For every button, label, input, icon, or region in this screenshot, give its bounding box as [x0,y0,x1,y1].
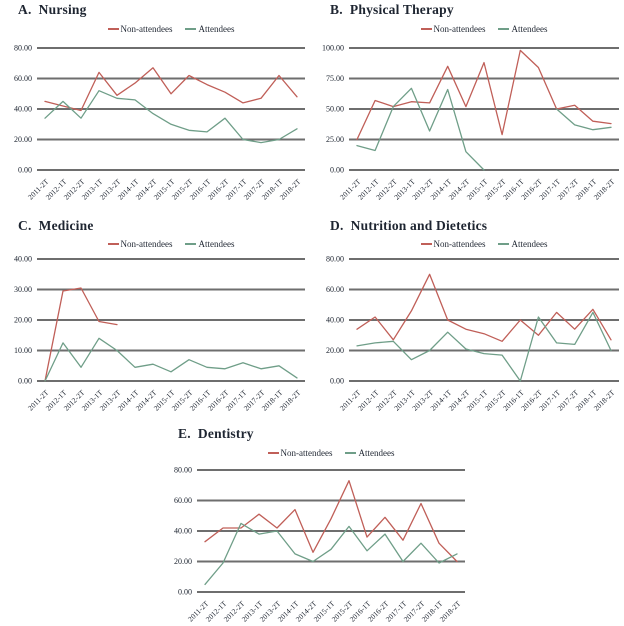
attendees-line [356,87,612,171]
attendees-line [44,90,298,144]
non-attendees-swatch-icon [420,28,432,30]
plot-physical-therapy: 0.0025.0050.0075.00100.002011-2T2012-1T2… [322,44,619,202]
plot-nutrition-dietetics: 0.0020.0040.0060.0080.002011-2T2012-1T20… [326,255,619,413]
y-axis-label: 0.00 [18,377,32,386]
legend-item-non-attendees: Non-attendees [420,239,486,249]
attendees-swatch-icon [185,243,197,245]
legend-item-attendees: Attendees [498,239,547,249]
y-axis-label: 20.00 [174,557,192,566]
non-attendees-line [356,273,612,342]
y-axis-label: 10.00 [14,346,32,355]
legend-label-attendees: Attendees [198,24,235,34]
legend-item-attendees: Attendees [498,24,547,34]
legend-label-non-attendees: Non-attendees [120,24,173,34]
attendees-line [356,311,612,382]
non-attendees-swatch-icon [420,243,432,245]
x-axis-label: 2018-2T [592,388,617,413]
y-axis-label: 80.00 [326,255,344,264]
non-attendees-line [44,67,298,112]
attendees-swatch-icon [498,28,510,30]
x-axis-label: 2018-2T [592,177,617,202]
non-attendees-swatch-icon [107,28,119,30]
non-attendees-swatch-icon [267,452,279,454]
y-axis-label: 40.00 [14,105,32,114]
x-axis-label: 2018-2T [278,177,303,202]
y-axis-label: 0.00 [178,588,192,597]
y-axis-label: 0.00 [330,166,344,175]
legend-dentistry: Non-attendees Attendees [197,448,465,458]
y-axis-label: 60.00 [14,74,32,83]
y-axis-label: 40.00 [14,255,32,264]
legend-medicine: Non-attendees Attendees [37,239,305,249]
y-axis-label: 25.00 [326,135,344,144]
chart-nutrition-dietetics: D. Nutrition and Dietetics Non-attendees… [313,212,624,428]
non-attendees-swatch-icon [107,243,119,245]
non-attendees-line [356,49,612,141]
y-axis-label: 60.00 [326,285,344,294]
chart-title-medicine: C. Medicine [18,218,94,233]
y-axis-label: 40.00 [174,527,192,536]
legend-label-attendees: Attendees [511,24,548,34]
chart-title-dentistry: E. Dentistry [178,426,254,441]
legend-nutrition-dietetics: Non-attendees Attendees [349,239,619,249]
chart-title-nursing: A. Nursing [18,2,87,17]
x-axis-label: 2018-2T [278,388,303,413]
y-axis-label: 80.00 [14,44,32,53]
chart-title-physical-therapy: B. Physical Therapy [330,2,454,17]
legend-item-non-attendees: Non-attendees [420,24,486,34]
legend-label-non-attendees: Non-attendees [433,24,486,34]
y-axis-label: 0.00 [18,166,32,175]
y-axis-label: 60.00 [174,496,192,505]
y-axis-label: 0.00 [330,377,344,386]
legend-physical-therapy: Non-attendees Attendees [349,24,619,34]
y-axis-label: 100.00 [322,44,344,53]
legend-item-non-attendees: Non-attendees [267,448,333,458]
legend-label-attendees: Attendees [358,448,395,458]
chart-medicine: C. Medicine Non-attendees Attendees 0.00… [0,212,312,428]
legend-item-non-attendees: Non-attendees [107,24,173,34]
attendees-line [44,337,298,382]
legend-item-non-attendees: Non-attendees [107,239,173,249]
legend-nursing: Non-attendees Attendees [37,24,305,34]
non-attendees-line [44,287,118,382]
y-axis-label: 75.00 [326,74,344,83]
legend-label-non-attendees: Non-attendees [120,239,173,249]
y-axis-label: 20.00 [326,346,344,355]
non-attendees-line [204,480,458,563]
legend-label-non-attendees: Non-attendees [280,448,333,458]
chart-physical-therapy: B. Physical Therapy Non-attendees Attend… [313,0,624,214]
attendees-line [204,522,458,586]
attendees-swatch-icon [498,243,510,245]
legend-item-attendees: Attendees [345,448,394,458]
chart-dentistry: E. Dentistry Non-attendees Attendees 0.0… [100,422,524,626]
chart-nursing: A. Nursing Non-attendees Attendees 0.00 2… [0,0,312,214]
y-axis-label: 40.00 [326,316,344,325]
legend-label-attendees: Attendees [198,239,235,249]
attendees-swatch-icon [185,28,197,30]
x-axis-label: 2018-2T [438,599,463,624]
chart-title-nutrition-dietetics: D. Nutrition and Dietetics [330,218,488,233]
y-axis-label: 80.00 [174,466,192,475]
y-axis-label: 30.00 [14,285,32,294]
legend-label-non-attendees: Non-attendees [433,239,486,249]
legend-item-attendees: Attendees [185,239,234,249]
legend-item-attendees: Attendees [185,24,234,34]
plot-medicine: 0.0010.0020.0030.0040.002011-2T2012-1T20… [14,255,305,413]
legend-label-attendees: Attendees [511,239,548,249]
y-axis-label: 50.00 [326,105,344,114]
y-axis-label: 20.00 [14,316,32,325]
plot-dentistry: 0.0020.0040.0060.0080.002011-2T2012-1T20… [174,466,465,624]
attendees-swatch-icon [345,452,357,454]
plot-nursing: 0.0020.0040.0060.0080.002011-2T2012-1T20… [14,44,305,202]
y-axis-label: 20.00 [14,135,32,144]
